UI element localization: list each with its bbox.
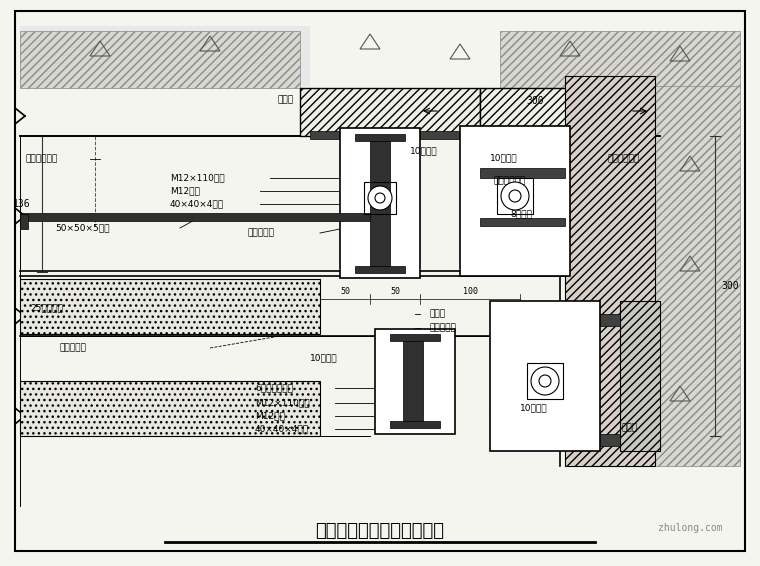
Bar xyxy=(600,314,620,326)
Bar xyxy=(390,421,440,428)
Bar xyxy=(310,131,480,139)
Text: 10厚垫板: 10厚垫板 xyxy=(410,147,438,156)
Text: 预埋件: 预埋件 xyxy=(622,423,638,432)
Circle shape xyxy=(531,367,559,395)
Text: 50: 50 xyxy=(390,288,400,297)
Bar xyxy=(20,381,320,436)
Text: 泡沫棒填充: 泡沫棒填充 xyxy=(430,324,457,332)
Text: 不锈钢挂石件: 不锈钢挂石件 xyxy=(494,177,526,186)
Text: 6厚不锈钢挂件: 6厚不锈钢挂件 xyxy=(255,384,293,392)
Bar xyxy=(355,134,405,141)
Text: M12螺母: M12螺母 xyxy=(255,411,285,421)
Bar xyxy=(490,301,600,451)
Bar xyxy=(460,126,570,276)
Text: 136: 136 xyxy=(13,199,31,209)
Text: 10号槽钢: 10号槽钢 xyxy=(310,354,337,362)
Bar xyxy=(527,363,563,399)
Bar xyxy=(600,434,620,446)
Text: 耐候胶: 耐候胶 xyxy=(430,310,446,319)
Text: 100: 100 xyxy=(463,288,477,297)
Bar xyxy=(355,266,405,273)
Bar xyxy=(375,329,455,434)
Text: M12螺母: M12螺母 xyxy=(170,187,200,195)
Bar xyxy=(403,341,423,421)
Circle shape xyxy=(368,186,392,210)
Text: 不锈钢挂件: 不锈钢挂件 xyxy=(248,229,275,238)
Text: 300: 300 xyxy=(526,96,544,106)
Bar xyxy=(20,279,320,334)
Text: M12×110锚栓: M12×110锚栓 xyxy=(170,174,225,182)
Text: 50: 50 xyxy=(340,288,350,297)
Text: 干挂石材竖向主节点大样图: 干挂石材竖向主节点大样图 xyxy=(315,522,445,540)
Bar xyxy=(364,182,396,214)
Bar xyxy=(300,88,480,136)
Bar xyxy=(20,213,380,221)
Bar xyxy=(390,334,440,341)
Bar xyxy=(565,76,655,466)
Text: 土建结构边线: 土建结构边线 xyxy=(25,155,57,164)
Bar xyxy=(497,178,533,214)
Polygon shape xyxy=(655,86,740,466)
Bar xyxy=(370,141,390,266)
Bar xyxy=(480,218,565,226)
Text: 10号槽钢: 10号槽钢 xyxy=(490,153,518,162)
Bar xyxy=(620,301,660,451)
Polygon shape xyxy=(20,31,300,88)
Text: 土建结构边线: 土建结构边线 xyxy=(608,155,640,164)
Circle shape xyxy=(501,182,529,210)
Text: 25厚磁砖石: 25厚磁砖石 xyxy=(30,303,63,312)
Text: 50×50×5角钢: 50×50×5角钢 xyxy=(55,224,109,233)
Text: 预埋件: 预埋件 xyxy=(278,96,294,105)
Text: 10厚钢板: 10厚钢板 xyxy=(520,404,548,413)
Bar xyxy=(20,214,28,229)
Polygon shape xyxy=(20,26,310,86)
Text: 8厚衬板: 8厚衬板 xyxy=(510,209,532,218)
Text: 40×40×4垫片: 40×40×4垫片 xyxy=(255,424,309,434)
Text: M12×110锚栓: M12×110锚栓 xyxy=(255,398,309,408)
Bar xyxy=(480,88,600,136)
Text: 40×40×4垫片: 40×40×4垫片 xyxy=(170,199,224,208)
Text: 尺寸控制线: 尺寸控制线 xyxy=(60,344,87,353)
Polygon shape xyxy=(500,31,740,88)
Text: 300: 300 xyxy=(721,281,739,291)
Bar xyxy=(480,168,565,178)
Bar xyxy=(340,128,420,278)
Text: zhulong.com: zhulong.com xyxy=(657,523,722,533)
